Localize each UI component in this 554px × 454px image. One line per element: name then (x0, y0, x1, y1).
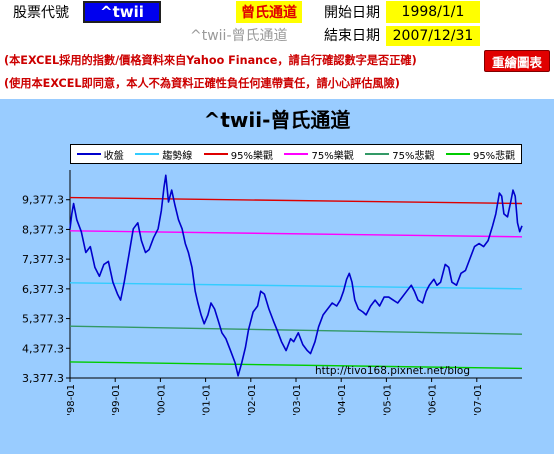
legend-swatch-trend (135, 153, 160, 155)
start-date-label: 開始日期 (324, 5, 380, 21)
chart-plot: 3,377.3 4,377.3 5,377.3 6,377.3 7,377.3 8,377… (22, 170, 523, 416)
legend-item-close: 收盤 (76, 147, 124, 162)
watermark-url: http://tivo168.pixnet.net/blog (315, 365, 471, 377)
plot-area (70, 170, 522, 378)
channel-series-line (69, 325, 523, 335)
x-tick-label: '05-01 (382, 384, 393, 416)
y-tick-label: 5,377.3 (22, 313, 64, 326)
y-tick-label: 8,377.3 (22, 223, 64, 236)
x-tick-label: '01-01 (202, 384, 213, 416)
y-tick-label: 4,377.3 (22, 342, 64, 355)
y-tick-label: 7,377.3 (22, 253, 64, 266)
x-tick-label: '02-01 (247, 384, 258, 416)
legend-label-close: 收盤 (103, 150, 124, 162)
x-tick-label: '04-01 (337, 384, 348, 416)
x-tick-label: '00-01 (156, 384, 167, 416)
x-tick-label: '07-01 (473, 384, 484, 416)
disclaimer-note: (使用本EXCEL即同意，本人不為資料正確性負任何連帶責任，請小心評估風險) (4, 77, 400, 90)
x-tick-label: '98-01 (66, 384, 77, 416)
legend-item-trend: 趨勢線 (135, 147, 192, 162)
x-tick-label: '03-01 (292, 384, 303, 416)
ticker-input[interactable]: ^twii (83, 1, 161, 23)
indicator-cell[interactable]: 曾氏通道 (236, 1, 302, 23)
channel-series-line (69, 230, 523, 238)
legend-label-trend: 趨勢線 (162, 150, 193, 162)
x-tick-label: '99-01 (111, 384, 122, 416)
redraw-chart-button[interactable]: 重繪圖表 (484, 50, 550, 72)
legend-item-bull75: 75%樂觀 (284, 147, 354, 162)
end-date-label: 結束日期 (324, 28, 380, 44)
start-date-input[interactable]: 1998/1/1 (386, 1, 480, 23)
stock-code-label: 股票代號 (0, 0, 82, 24)
y-tick-label: 9,377.3 (22, 194, 64, 207)
legend-item-bear75: 75%悲觀 (365, 147, 434, 162)
legend-item-bull95: 95%樂觀 (203, 147, 273, 162)
channel-series-line (69, 282, 523, 290)
data-source-note: (本EXCEL採用的指數/價格資料來自Yahoo Finance，請自行確認數字… (4, 54, 417, 67)
channel-series-line (69, 361, 523, 370)
legend-label-bear95: 95%悲觀 (472, 150, 516, 162)
legend-swatch-bull95 (203, 153, 228, 155)
channel-series-line (69, 196, 523, 205)
subtitle-ghost: ^twii-曾氏通道 (190, 28, 288, 44)
chart-legend: 收盤 趨勢線 95%樂觀 75%樂觀 75%悲觀 95%悲觀 (70, 144, 522, 164)
legend-label-bull95: 95%樂觀 (230, 150, 273, 162)
legend-label-bear75: 75%悲觀 (392, 150, 435, 162)
legend-swatch-bear75 (365, 153, 390, 155)
legend-label-bull75: 75%樂觀 (311, 150, 354, 162)
legend-swatch-bear95 (445, 153, 470, 155)
legend-item-bear95: 95%悲觀 (445, 147, 516, 162)
price-series-line (69, 174, 523, 377)
y-tick-label: 6,377.3 (22, 283, 64, 296)
y-tick-label: 3,377.3 (22, 372, 64, 385)
chart-title: ^twii-曾氏通道 (203, 108, 351, 132)
x-tick-label: '06-01 (428, 384, 439, 416)
legend-swatch-bull75 (284, 153, 309, 155)
legend-swatch-close (76, 153, 101, 155)
end-date-input[interactable]: 2007/12/31 (386, 26, 480, 46)
